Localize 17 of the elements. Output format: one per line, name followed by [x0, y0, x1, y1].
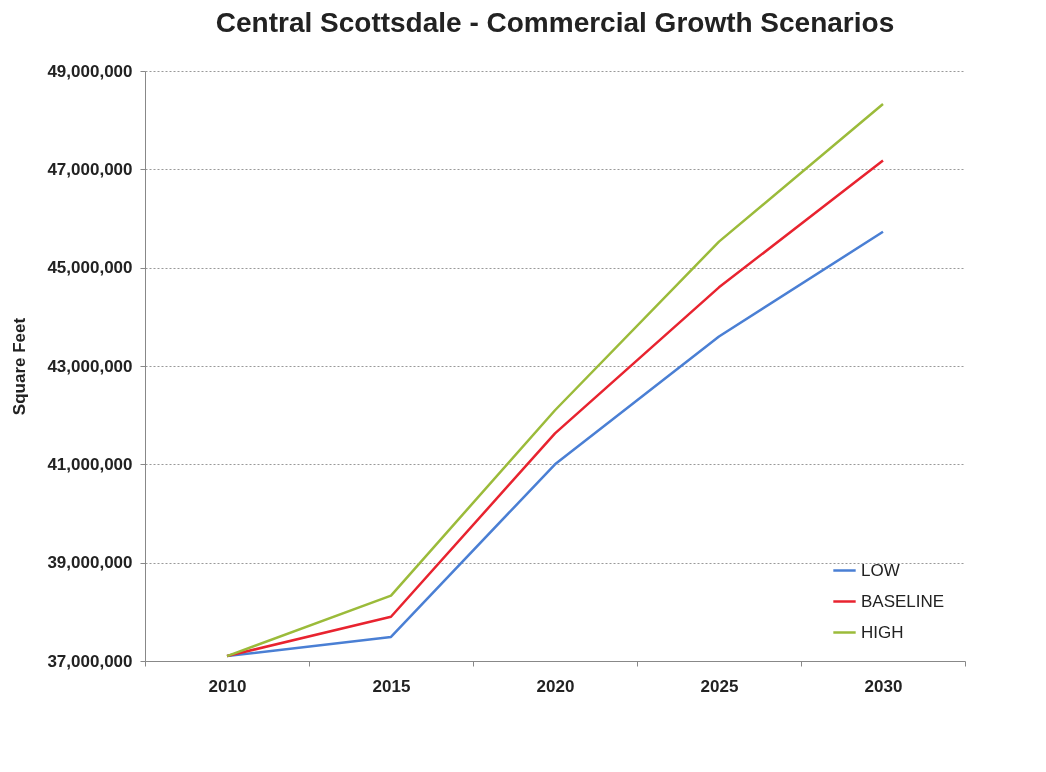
x-tick-label: 2030: [864, 676, 903, 696]
y-tick-label: 45,000,000: [47, 258, 133, 278]
y-tick-label: 49,000,000: [47, 61, 133, 81]
y-axis-title: Square Feet: [10, 317, 30, 416]
x-tick-label: 2015: [372, 676, 411, 696]
x-tick-label: 2020: [536, 676, 575, 696]
y-tick-label: 47,000,000: [47, 159, 133, 179]
y-tick-label: 37,000,000: [47, 651, 133, 671]
y-tick-label: 41,000,000: [47, 454, 133, 474]
legend-label: HIGH: [861, 622, 904, 642]
x-tick-label: 2010: [208, 676, 247, 696]
x-tick-label: 2025: [700, 676, 739, 696]
chart-title: Central Scottsdale - Commercial Growth Scenarios: [215, 7, 895, 38]
y-tick-label: 43,000,000: [47, 356, 133, 376]
legend-label: BASELINE: [861, 591, 945, 611]
y-tick-label: 39,000,000: [47, 553, 133, 573]
legend-label: LOW: [861, 560, 900, 580]
